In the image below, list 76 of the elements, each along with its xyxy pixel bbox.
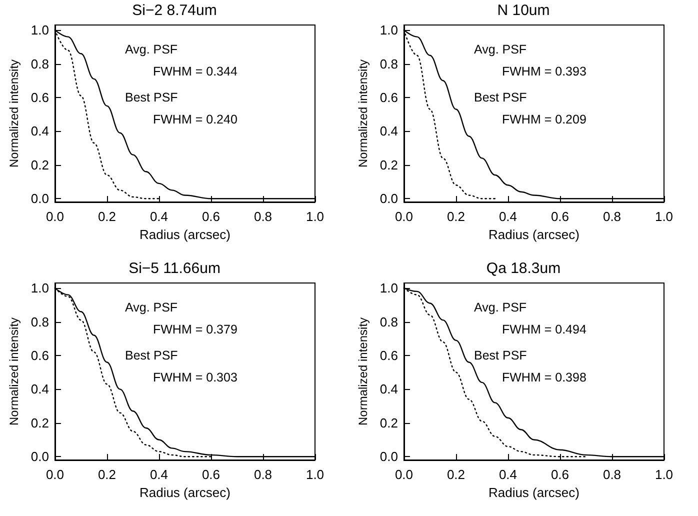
annotation: Avg. PSF	[474, 300, 527, 314]
x-tick-label: 0.6	[550, 209, 570, 224]
x-tick-label: 0.8	[602, 467, 622, 482]
y-axis-title: Normalized intensity	[7, 59, 21, 168]
y-tick-label: 0.0	[30, 191, 49, 206]
annotation: Avg. PSF	[125, 42, 178, 56]
annotation: FWHM = 0.393	[502, 64, 586, 78]
y-tick-label: 0.8	[380, 56, 398, 72]
y-tick-label: 1.0	[380, 280, 398, 296]
y-tick-label: 0.4	[30, 124, 49, 139]
x-axis-title: Radius (arcsec)	[139, 226, 230, 242]
x-tick-label: 0.4	[150, 209, 168, 224]
y-tick-label: 0.4	[380, 382, 398, 397]
chart-title: N 10um	[497, 2, 550, 19]
x-tick-label: 0.0	[46, 209, 64, 224]
annotation: Best PSF	[125, 348, 178, 362]
x-tick-label: 0.8	[254, 467, 272, 482]
x-axis-title: Radius (arcsec)	[488, 484, 580, 500]
annotation: Best PSF	[474, 90, 528, 104]
chart-title: Qa 18.3um	[486, 260, 561, 277]
x-tick-label: 0.2	[98, 209, 116, 224]
chart-title: Si−2 8.74um	[132, 2, 217, 19]
x-tick-label: 0.4	[150, 467, 168, 482]
annotation: Best PSF	[125, 90, 178, 104]
y-tick-label: 0.8	[30, 314, 49, 330]
annotation: Avg. PSF	[125, 300, 178, 314]
annotation: Best PSF	[474, 348, 528, 362]
x-tick-label: 0.2	[446, 467, 466, 482]
x-axis-title: Radius (arcsec)	[139, 484, 230, 500]
x-tick-label: 0.0	[394, 209, 414, 224]
y-tick-label: 0.2	[30, 415, 49, 430]
x-tick-label: 1.0	[306, 209, 324, 224]
annotation: FWHM = 0.398	[502, 370, 586, 384]
y-tick-label: 0.0	[380, 191, 398, 206]
x-tick-label: 0.6	[550, 467, 570, 482]
y-tick-label: 1.0	[30, 280, 49, 296]
y-tick-label: 0.6	[30, 90, 49, 105]
x-tick-label: 0.8	[602, 209, 622, 224]
x-tick-label: 1.0	[306, 467, 324, 482]
x-tick-label: 0.6	[202, 467, 220, 482]
annotation: FWHM = 0.494	[502, 322, 586, 336]
y-tick-label: 0.2	[380, 415, 398, 430]
x-tick-label: 1.0	[654, 467, 674, 482]
annotation: FWHM = 0.240	[153, 112, 238, 126]
x-tick-label: 0.6	[202, 209, 220, 224]
y-tick-label: 1.0	[30, 22, 49, 38]
y-tick-label: 0.6	[380, 90, 398, 105]
annotation: FWHM = 0.303	[153, 370, 238, 384]
x-axis-title: Radius (arcsec)	[488, 226, 580, 242]
y-tick-label: 0.4	[380, 124, 398, 139]
y-tick-label: 0.6	[30, 348, 49, 363]
x-tick-label: 0.4	[498, 209, 518, 224]
x-tick-label: 1.0	[654, 209, 674, 224]
y-tick-label: 0.2	[30, 157, 49, 172]
y-axis-title: Normalized intensity	[7, 317, 21, 426]
y-tick-label: 0.2	[380, 157, 398, 172]
y-tick-label: 0.8	[30, 56, 49, 72]
y-tick-label: 0.0	[380, 449, 398, 464]
x-tick-label: 0.4	[498, 467, 518, 482]
annotation: FWHM = 0.379	[153, 322, 238, 336]
chart-title: Si−5 11.66um	[128, 260, 220, 277]
y-axis-title: Normalized intensity	[356, 317, 370, 426]
annotation: FWHM = 0.344	[153, 64, 238, 78]
x-tick-label: 0.0	[46, 467, 64, 482]
x-tick-label: 0.2	[446, 209, 466, 224]
y-tick-label: 0.0	[30, 449, 49, 464]
y-tick-label: 0.4	[30, 382, 49, 397]
annotation: Avg. PSF	[474, 42, 527, 56]
y-tick-label: 1.0	[380, 22, 398, 38]
y-tick-label: 0.8	[380, 314, 398, 330]
y-axis-title: Normalized intensity	[356, 59, 370, 168]
y-tick-label: 0.6	[380, 348, 398, 363]
annotation: FWHM = 0.209	[502, 112, 586, 126]
x-tick-label: 0.8	[254, 209, 272, 224]
x-tick-label: 0.2	[98, 467, 116, 482]
x-tick-label: 0.0	[394, 467, 414, 482]
